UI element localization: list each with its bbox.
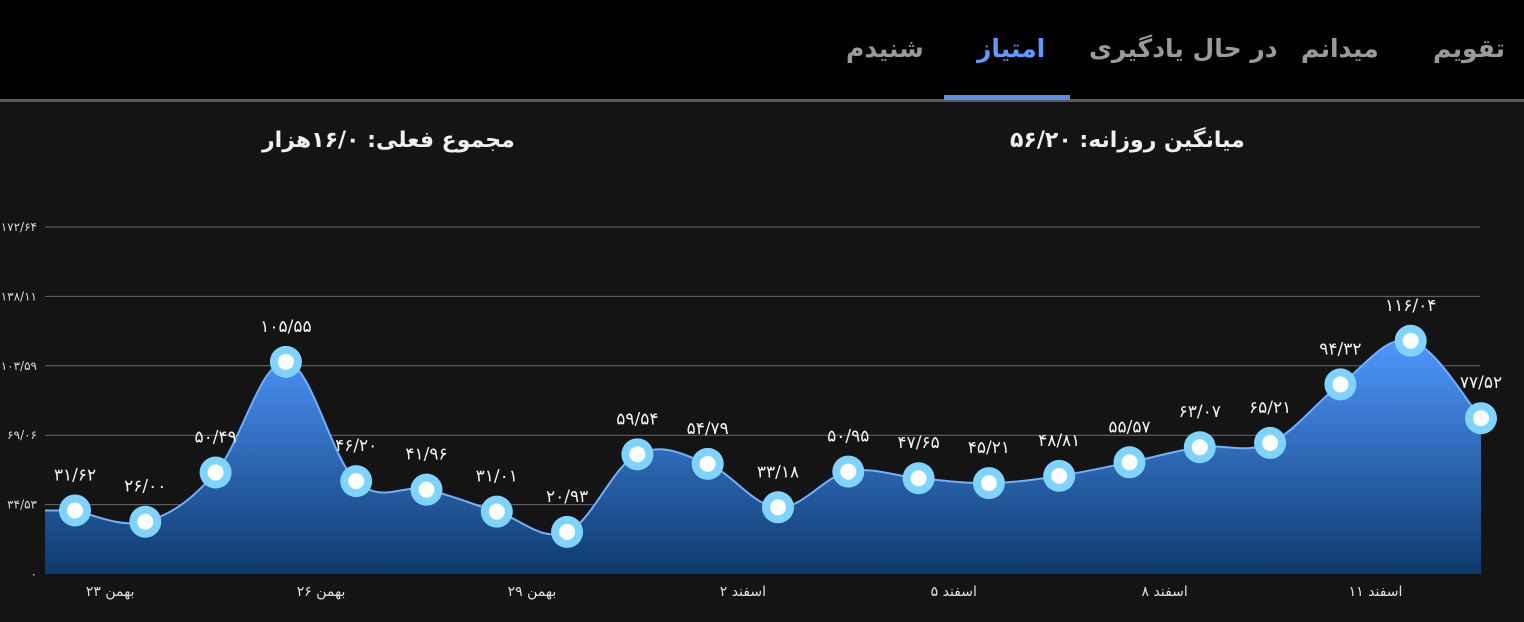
daily-average: میانگین روزانه: ۵۶/۲۰: [1010, 128, 1245, 153]
tab-heard[interactable]: شنیدم: [846, 34, 924, 63]
data-point: [1473, 410, 1489, 427]
data-label: ۷۷/۵۲: [1460, 373, 1502, 393]
data-point: [277, 353, 294, 370]
data-point: [559, 523, 576, 540]
data-point: [1262, 434, 1279, 451]
current-total: مجموع فعلی: ۱۶/۰هزار: [262, 128, 515, 153]
data-label: ۵۰/۴۹: [194, 428, 236, 448]
tab-bar: [0, 0, 1524, 99]
data-point: [1402, 332, 1419, 349]
x-tick-label: ۸ اسفند: [1142, 584, 1188, 600]
data-label: ۲۰/۹۳: [546, 487, 588, 507]
tab-known[interactable]: میدانم: [1301, 34, 1379, 63]
data-point: [1121, 454, 1138, 471]
data-label: ۶۳/۰۷: [1179, 402, 1221, 422]
active-tab-indicator: [944, 95, 1070, 100]
data-point: [1332, 376, 1349, 393]
data-point: [137, 513, 154, 530]
x-tick-label: ۲۶ بهمن: [297, 584, 346, 600]
data-label: ۹۴/۳۲: [1319, 339, 1361, 359]
data-label: ۴۷/۶۵: [897, 433, 939, 453]
data-points: [59, 324, 1497, 548]
data-label: ۳۱/۰۱: [476, 467, 518, 487]
data-point: [488, 503, 505, 520]
data-label: ۴۶/۲۰: [335, 436, 377, 456]
x-tick-label: ۲۹ بهمن: [508, 584, 557, 600]
tab-bar-divider: [0, 99, 1524, 102]
data-point: [1191, 439, 1208, 456]
data-label: ۴۵/۲۱: [968, 438, 1010, 458]
data-point: [207, 464, 224, 481]
data-point: [67, 502, 83, 519]
data-point: [348, 473, 365, 490]
y-tick-label: ۱۰۳/۵۹: [1, 359, 37, 373]
y-tick-label: ۰: [31, 567, 37, 581]
y-tick-label: ۱۷۲/۶۴: [1, 220, 37, 234]
y-tick-label: ۱۳۸/۱۱: [1, 289, 37, 303]
data-point: [770, 499, 786, 516]
x-tick-label: ۲۳ بهمن: [86, 584, 135, 600]
x-tick-label: ۵ اسفند: [931, 584, 977, 600]
data-label: ۴۱/۹۶: [405, 445, 447, 465]
data-label: ۵۹/۵۴: [616, 409, 658, 429]
data-label: ۵۵/۵۷: [1108, 417, 1150, 437]
data-point: [418, 481, 435, 498]
tab-score[interactable]: امتیاز: [977, 34, 1046, 63]
data-label: ۶۵/۲۱: [1249, 398, 1291, 418]
area-fill: [45, 339, 1481, 574]
data-label: ۱۱۶/۰۴: [1385, 296, 1436, 316]
data-label: ۳۳/۱۸: [757, 462, 799, 482]
x-tick-label: ۱۱ اسفند: [1349, 584, 1403, 600]
y-axis-ticks: ۰ ۳۴/۵۳ ۶۹/۰۶ ۱۰۳/۵۹ ۱۳۸/۱۱ ۱۷۲/۶۴: [1, 220, 38, 581]
data-label: ۵۰/۹۵: [827, 427, 869, 447]
data-point: [980, 475, 997, 492]
data-label: ۵۴/۷۹: [687, 419, 729, 439]
tab-learning[interactable]: در حال یادگیری: [1089, 34, 1278, 63]
tab-calendar[interactable]: تقویم: [1433, 34, 1506, 63]
data-labels: ۳۱/۶۲ ۲۶/۰۰ ۵۰/۴۹ ۱۰۵/۵۵ ۴۶/۲۰ ۴۱/۹۶ ۳۱/۰۱ ۲۰/۹…: [54, 296, 1502, 507]
data-label: ۱۰۵/۵۵: [260, 317, 311, 337]
y-tick-label: ۶۹/۰۶: [7, 428, 37, 442]
data-label: ۴۸/۸۱: [1038, 431, 1080, 451]
data-label: ۲۶/۰۰: [124, 477, 166, 497]
data-point: [629, 446, 646, 463]
data-point: [1051, 467, 1068, 484]
x-axis-ticks: ۲۳ بهمن ۲۶ بهمن ۲۹ بهمن ۲ اسفند ۵ اسفند ۸ اسف…: [86, 584, 1403, 600]
data-point: [910, 470, 927, 487]
y-tick-label: ۳۴/۵۳: [7, 498, 37, 512]
data-label: ۳۱/۶۲: [54, 465, 96, 485]
x-tick-label: ۲ اسفند: [720, 584, 766, 600]
data-point: [840, 463, 857, 480]
data-point: [699, 455, 716, 472]
